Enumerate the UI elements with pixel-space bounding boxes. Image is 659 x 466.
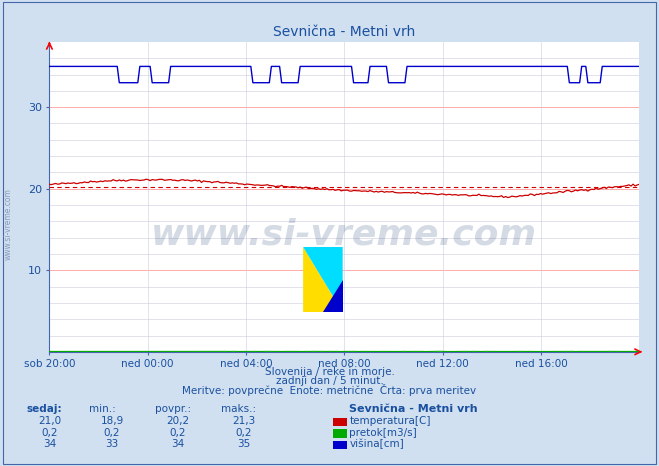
Text: pretok[m3/s]: pretok[m3/s] <box>349 428 417 438</box>
Polygon shape <box>303 247 343 312</box>
Polygon shape <box>303 247 343 312</box>
Text: povpr.:: povpr.: <box>155 404 191 414</box>
Text: Sevnična - Metni vrh: Sevnična - Metni vrh <box>349 404 478 414</box>
Text: 0,2: 0,2 <box>235 428 252 438</box>
Text: 0,2: 0,2 <box>103 428 121 438</box>
Text: 21,3: 21,3 <box>232 416 256 426</box>
Text: 33: 33 <box>105 439 119 449</box>
Text: maks.:: maks.: <box>221 404 256 414</box>
Text: 34: 34 <box>43 439 56 449</box>
Text: višina[cm]: višina[cm] <box>349 439 404 449</box>
Text: min.:: min.: <box>89 404 116 414</box>
Text: Meritve: povprečne  Enote: metrične  Črta: prva meritev: Meritve: povprečne Enote: metrične Črta:… <box>183 384 476 396</box>
Text: www.si-vreme.com: www.si-vreme.com <box>152 217 537 251</box>
Text: 18,9: 18,9 <box>100 416 124 426</box>
Text: 0,2: 0,2 <box>169 428 186 438</box>
Title: Sevnična - Metni vrh: Sevnična - Metni vrh <box>273 25 415 40</box>
Text: temperatura[C]: temperatura[C] <box>349 416 431 426</box>
Text: 0,2: 0,2 <box>41 428 58 438</box>
Text: 34: 34 <box>171 439 185 449</box>
Text: 21,0: 21,0 <box>38 416 61 426</box>
Text: Slovenija / reke in morje.: Slovenija / reke in morje. <box>264 367 395 377</box>
Text: 35: 35 <box>237 439 250 449</box>
Text: zadnji dan / 5 minut.: zadnji dan / 5 minut. <box>275 377 384 386</box>
Text: www.si-vreme.com: www.si-vreme.com <box>3 188 13 260</box>
Text: 20,2: 20,2 <box>166 416 190 426</box>
Polygon shape <box>323 280 343 312</box>
Text: sedaj:: sedaj: <box>26 404 62 414</box>
